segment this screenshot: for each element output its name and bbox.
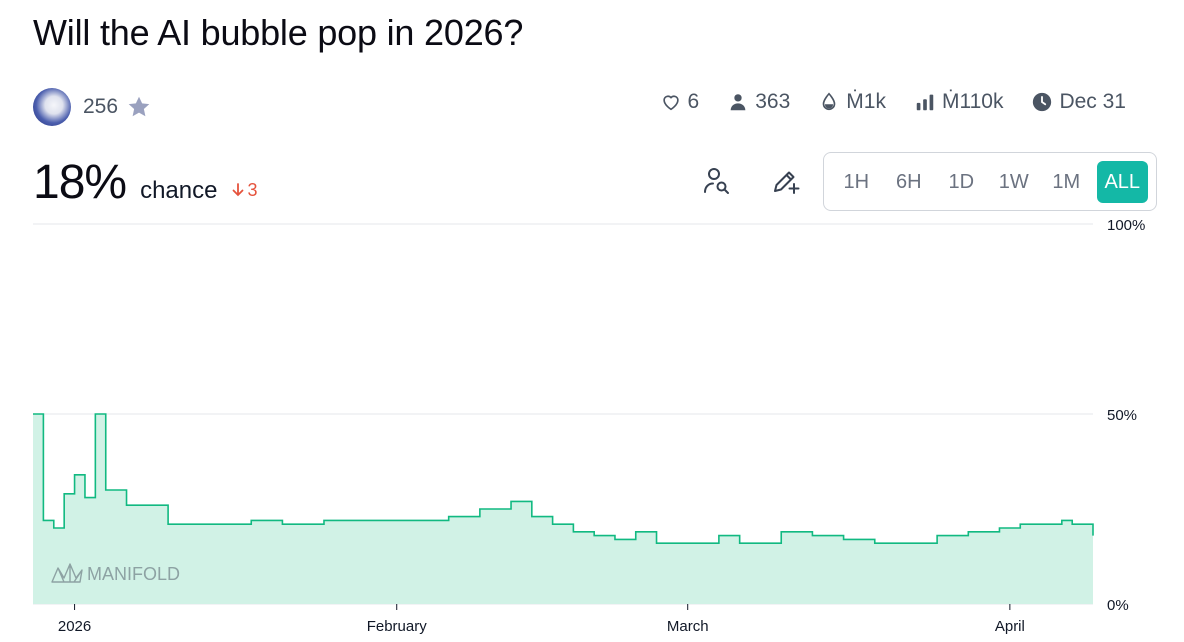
heart-icon xyxy=(662,95,679,111)
droplet-icon xyxy=(822,92,836,111)
bar-chart-icon xyxy=(916,94,934,111)
probability-label: chance xyxy=(140,177,218,204)
x-tick-label: April xyxy=(995,618,1025,635)
chart-area xyxy=(33,414,1093,604)
range-1d-button[interactable]: 1D xyxy=(948,170,975,193)
star-icon[interactable] xyxy=(126,94,152,120)
y-tick-label: 50% xyxy=(1107,407,1137,424)
add-annotation-button[interactable] xyxy=(771,166,803,198)
close-date-stat[interactable]: Dec 31 xyxy=(1031,90,1126,114)
probability-display: 18% chance 3 xyxy=(33,155,257,210)
arrow-down-icon xyxy=(233,183,244,197)
chart-svg[interactable]: 100% 50% 0% 2026 February March April MANIFOLD xyxy=(0,212,1184,642)
probability-value: 18% xyxy=(33,156,127,209)
chart-line xyxy=(33,413,1094,544)
x-tick-label: February xyxy=(367,618,428,635)
range-1h-button[interactable]: 1H xyxy=(843,170,870,193)
liquidity-amount: Ṁ1k xyxy=(846,90,886,113)
probability-change-value: 3 xyxy=(247,179,258,200)
find-user-button[interactable] xyxy=(702,166,734,198)
traders-count: 363 xyxy=(755,90,791,113)
clock-icon xyxy=(1033,92,1052,112)
user-icon xyxy=(730,94,746,111)
creator-likes-count: 256 xyxy=(83,95,119,118)
market-title: Will the AI bubble pop in 2026? xyxy=(33,12,524,53)
liquidity-stat[interactable]: Ṁ1k xyxy=(818,90,886,114)
range-all-button[interactable]: ALL xyxy=(1096,160,1149,203)
x-tick-label: March xyxy=(667,618,709,635)
x-tick-label: 2026 xyxy=(58,618,91,635)
range-1m-button[interactable]: 1M xyxy=(1052,170,1081,193)
market-stats: 6 363 Ṁ1k Ṁ110k Dec 31 xyxy=(660,90,1126,114)
range-6h-button[interactable]: 6H xyxy=(895,170,922,193)
creator-avatar[interactable] xyxy=(33,88,71,126)
watermark-text: MANIFOLD xyxy=(87,564,180,584)
close-date: Dec 31 xyxy=(1059,90,1126,113)
y-tick-label: 0% xyxy=(1107,597,1129,614)
likes-count: 6 xyxy=(687,90,700,113)
y-tick-label: 100% xyxy=(1107,217,1145,234)
probability-change: 3 xyxy=(231,180,257,201)
likes-stat[interactable]: 6 xyxy=(660,90,700,114)
time-range-selector: 1H 6H 1D 1W 1M ALL xyxy=(823,152,1157,211)
user-search-icon xyxy=(704,168,729,194)
creator-info: 256 xyxy=(33,88,152,126)
manifold-logo-icon xyxy=(51,563,83,583)
volume-stat[interactable]: Ṁ110k xyxy=(914,90,1003,114)
pencil-plus-icon xyxy=(774,171,800,194)
probability-chart[interactable]: 100% 50% 0% 2026 February March April MANIFOLD xyxy=(0,212,1184,642)
traders-stat[interactable]: 363 xyxy=(727,90,790,114)
range-1w-button[interactable]: 1W xyxy=(998,170,1029,193)
manifold-watermark: MANIFOLD xyxy=(51,563,180,584)
volume-amount: Ṁ110k xyxy=(941,90,1004,113)
